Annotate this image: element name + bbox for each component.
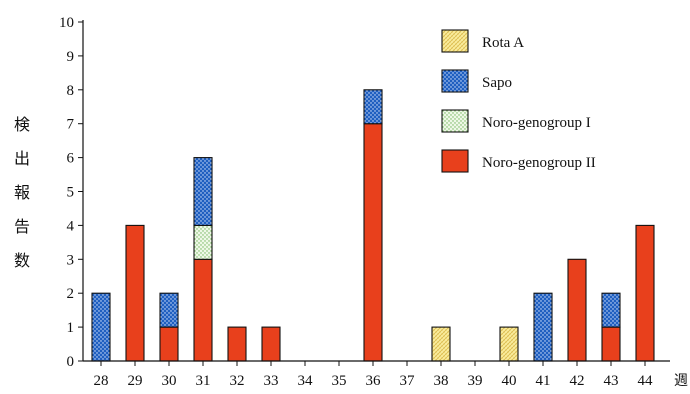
bar-segment: [431, 326, 451, 362]
y-axis-label-char: 数: [14, 251, 30, 270]
legend-label: Sapo: [482, 75, 512, 91]
x-tick-label: 44: [638, 373, 654, 389]
y-tick-label: 6: [67, 151, 75, 167]
y-tick-label: 8: [67, 83, 75, 99]
x-tick-label: 32: [230, 373, 245, 389]
x-tick-label: 34: [298, 373, 314, 389]
x-tick-label: 40: [502, 373, 517, 389]
x-tick-label: 29: [128, 373, 143, 389]
legend: Rota A Sapo Noro-genogroup I Noro-genogroup…: [441, 29, 596, 173]
bar-segment: [363, 89, 383, 125]
y-tick-label: 4: [67, 218, 75, 234]
bar-segment: [601, 292, 621, 328]
legend-swatch: [441, 69, 469, 93]
y-tick-label: 0: [67, 354, 75, 370]
bar-segment: [227, 326, 247, 362]
legend-swatch: [441, 109, 469, 133]
y-axis-label-char: 検: [14, 115, 30, 134]
y-axis-label-char: 告: [14, 217, 30, 236]
y-axis-label-char: 報: [14, 183, 30, 202]
bar-segment: [261, 326, 281, 362]
x-tick-label: 35: [332, 373, 347, 389]
bar-segment: [91, 292, 111, 362]
y-axis-ticks: 0 1 2 3 4 5 6 7 8 9 10: [59, 15, 83, 370]
x-tick-label: 30: [162, 373, 177, 389]
bar-segment: [499, 326, 519, 362]
x-tick-label: 38: [434, 373, 449, 389]
y-tick-label: 3: [67, 252, 75, 268]
axes: [82, 20, 670, 362]
bar-segment: [159, 326, 179, 362]
x-tick-label: 33: [264, 373, 279, 389]
y-tick-label: 9: [67, 49, 75, 65]
x-axis-unit-label: 週: [674, 373, 688, 389]
x-axis-ticks: 28 29 30 31 32 33 34 35 36 37 38 39 40 41 42 43 44 週: [94, 361, 688, 389]
bar-segment: [193, 224, 213, 260]
bar-segment: [601, 326, 621, 362]
x-tick-label: 36: [366, 373, 382, 389]
legend-swatch: [441, 29, 469, 53]
y-axis-label-char: 出: [14, 149, 30, 168]
legend-label: Noro-genogroup I: [482, 115, 591, 131]
legend-swatch: [441, 149, 469, 173]
bar-segment: [159, 292, 179, 328]
bar-segment: [533, 292, 553, 362]
bar-segment: [567, 258, 587, 362]
bar-segment: [193, 258, 213, 362]
x-tick-label: 41: [536, 373, 551, 389]
x-tick-label: 43: [604, 373, 619, 389]
x-tick-label: 37: [400, 373, 416, 389]
y-tick-label: 5: [67, 185, 75, 201]
y-tick-label: 10: [59, 15, 74, 31]
bar-segment: [193, 157, 213, 226]
bars: [91, 89, 655, 362]
x-tick-label: 39: [468, 373, 483, 389]
x-tick-label: 42: [570, 373, 585, 389]
legend-label: Noro-genogroup II: [482, 155, 596, 171]
y-tick-label: 1: [67, 320, 75, 336]
bar-segment: [363, 123, 383, 362]
bar-segment: [125, 224, 145, 362]
x-tick-label: 31: [196, 373, 211, 389]
x-tick-label: 28: [94, 373, 109, 389]
y-tick-label: 7: [67, 117, 75, 133]
y-tick-label: 2: [67, 286, 75, 302]
legend-label: Rota A: [482, 35, 524, 51]
bar-segment: [635, 224, 655, 362]
